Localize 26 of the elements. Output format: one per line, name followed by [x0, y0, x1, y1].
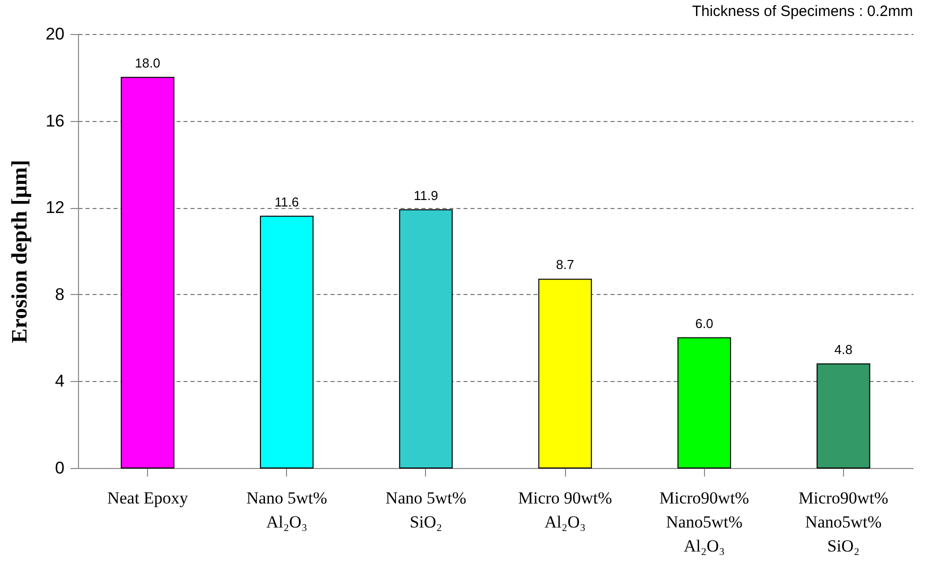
y-tick-label: 0 — [55, 458, 64, 478]
y-tick-label: 8 — [55, 284, 64, 304]
x-tick-label: Nano 5wt% SiO₂ — [386, 488, 466, 532]
y-tick-label: 16 — [46, 111, 64, 130]
data-label: 6.0 — [695, 316, 714, 331]
bar — [120, 76, 174, 468]
bar — [538, 278, 592, 468]
y-tick-label: 20 — [46, 24, 64, 44]
x-tick-label: Neat Epoxy — [107, 488, 188, 508]
bar — [399, 209, 453, 468]
x-tick-label: Micro90wt% Nano5wt% Al₂O₃ — [659, 488, 750, 556]
data-label: 4.8 — [834, 342, 852, 357]
x-tick-label: Micro 90wt% Al₂O₃ — [518, 488, 612, 532]
data-label: 11.9 — [414, 188, 438, 203]
data-label: 11.6 — [274, 194, 299, 210]
y-tick-label: 12 — [46, 198, 64, 218]
bar — [677, 337, 732, 468]
bar — [816, 363, 870, 468]
y-tick-label: 4 — [55, 372, 64, 391]
bar — [260, 216, 314, 468]
x-tick-label: Nano 5wt% Al₂O₃ — [246, 488, 328, 532]
y-axis-title: Erosion depth [μm] — [6, 160, 32, 344]
x-tick-label: Micro90wt% Nano5wt% SiO₂ — [798, 488, 888, 556]
data-label: 8.7 — [556, 257, 574, 272]
text: Thickness of Specimens : 0.2mm — [692, 3, 913, 20]
data-label: 18.0 — [134, 55, 160, 70]
